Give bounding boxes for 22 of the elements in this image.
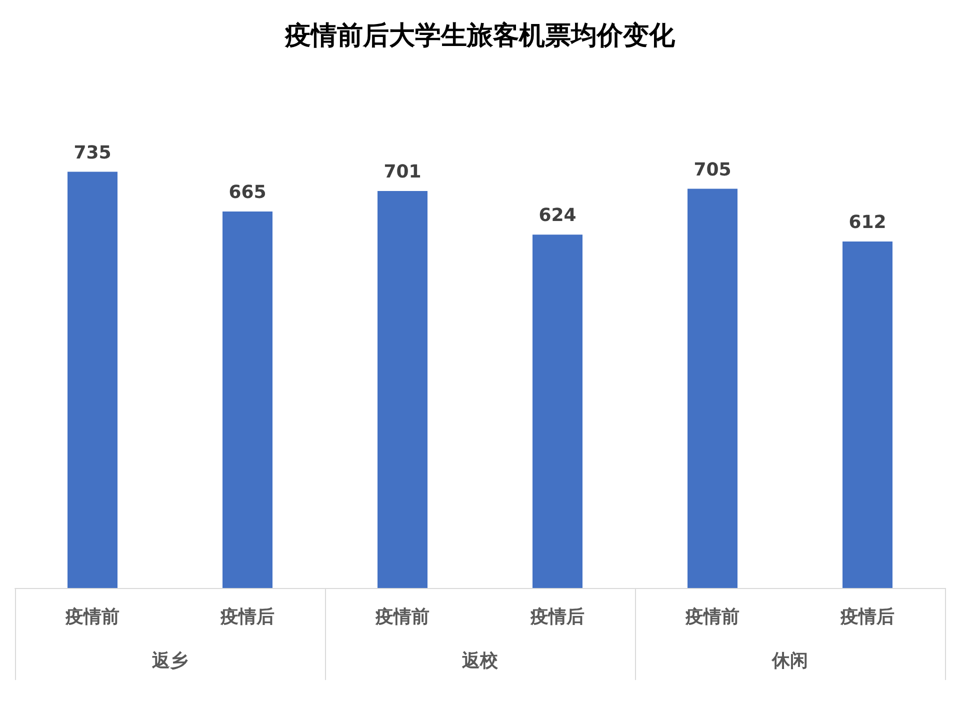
bar: [222, 211, 272, 588]
text: 疫情后: [840, 606, 894, 628]
text: 疫情前: [686, 606, 740, 628]
x-tick-label: 休闲: [771, 650, 808, 672]
chart-title: 疫情前后大学生旅客机票均价变化: [284, 21, 676, 51]
data-label: 612: [848, 212, 886, 233]
text: 疫情后: [530, 606, 584, 628]
series-label: 疫情后: [220, 606, 274, 628]
bar: [532, 234, 582, 588]
data-label: 624: [538, 205, 576, 226]
data-label: 665: [228, 182, 266, 203]
data-label: 705: [694, 159, 732, 180]
bar: [68, 172, 118, 588]
data-label: 735: [74, 142, 112, 164]
bar: [688, 188, 738, 588]
text: 疫情前: [376, 606, 430, 628]
bar: [378, 191, 428, 588]
bar: [842, 241, 892, 588]
data-label: 701: [384, 162, 422, 183]
x-tick-label: 返校: [461, 650, 499, 672]
x-tick-label: 返乡: [151, 650, 188, 672]
series-label: 疫情前: [64, 606, 120, 628]
